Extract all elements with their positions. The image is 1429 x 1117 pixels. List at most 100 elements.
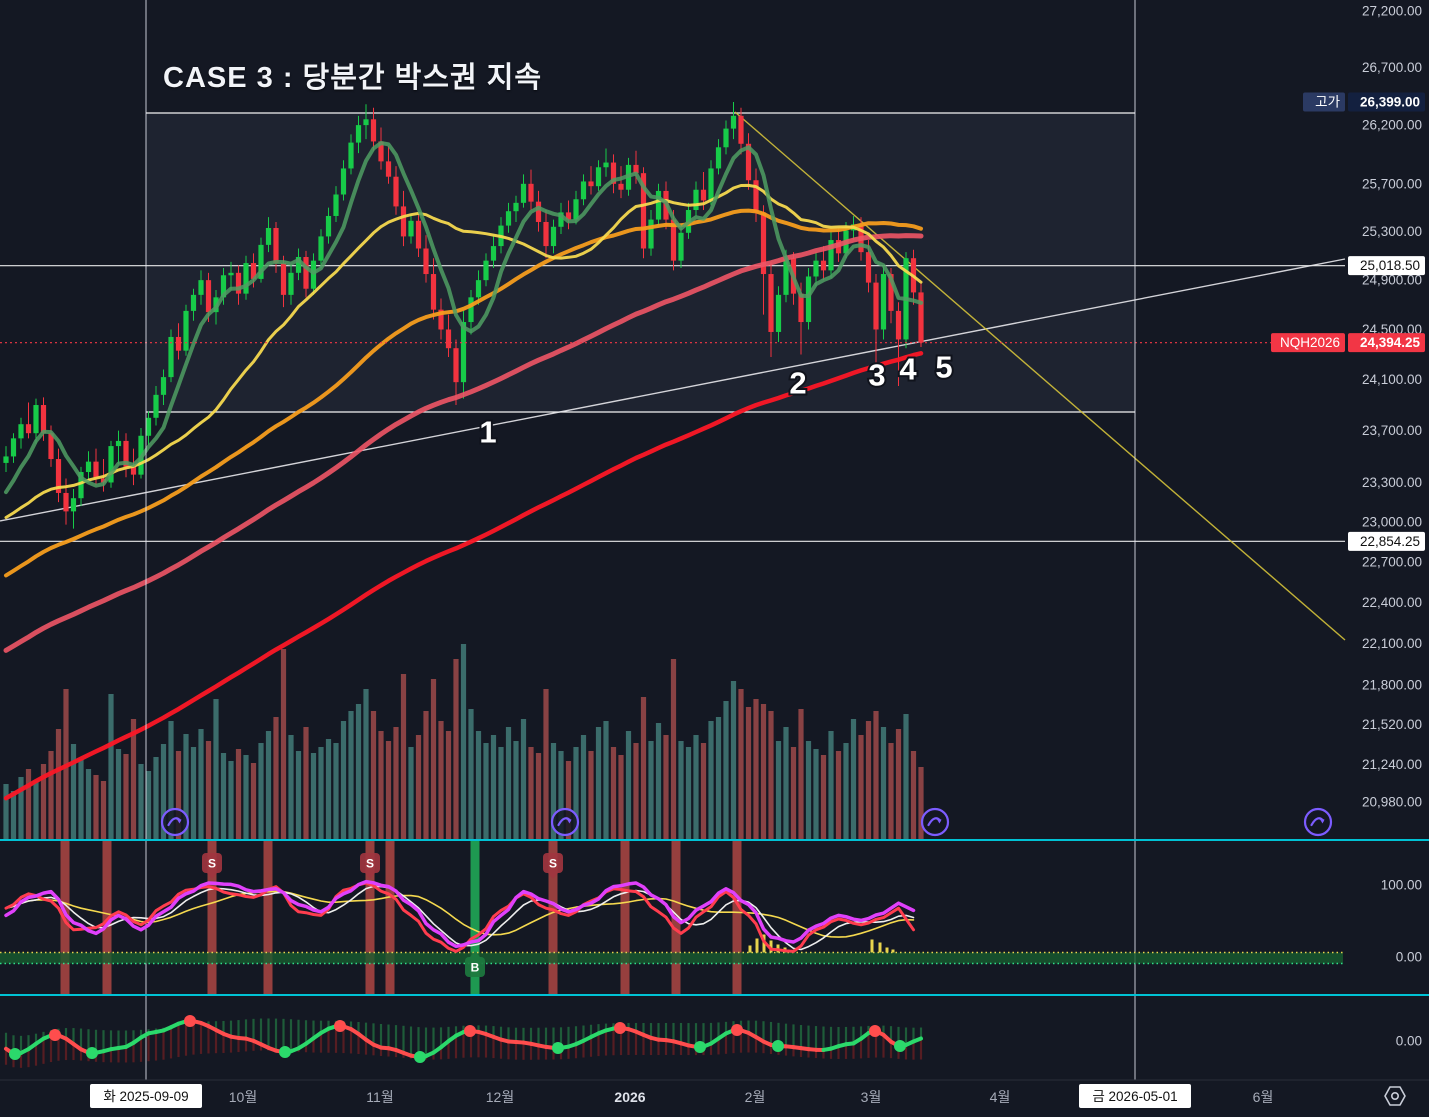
volume-bar bbox=[483, 743, 489, 839]
volume-bar bbox=[303, 727, 309, 839]
jump-to-realtime-icon[interactable] bbox=[1303, 807, 1333, 837]
zero-histogram-bar bbox=[748, 945, 752, 953]
wave-histogram-up bbox=[679, 1022, 683, 1044]
volume-bar bbox=[250, 763, 257, 839]
candle-body bbox=[873, 282, 879, 330]
wave-histogram-down bbox=[634, 1031, 638, 1055]
flag-letter: S bbox=[366, 857, 374, 871]
volume-bar bbox=[918, 767, 924, 839]
symbol-name-chip: NQH2026 bbox=[1271, 333, 1345, 353]
price-tick-label: 23,300.00 bbox=[1362, 475, 1422, 490]
wave-histogram-up bbox=[222, 1020, 225, 1034]
wave-histogram-down bbox=[462, 1032, 465, 1058]
price-tick-label: 21,800.00 bbox=[1362, 678, 1422, 693]
volume-bar bbox=[235, 749, 242, 839]
wave-histogram-down bbox=[447, 1041, 450, 1059]
volume-bar bbox=[325, 739, 332, 839]
volume-bar bbox=[423, 711, 429, 839]
wave-histogram-down bbox=[109, 1049, 113, 1063]
candle-body bbox=[738, 115, 744, 144]
wave-histogram-up bbox=[537, 1027, 540, 1046]
time-axis-label: 6월 bbox=[1253, 1089, 1274, 1105]
volume-bar bbox=[40, 764, 47, 839]
wave-histogram-down bbox=[4, 1048, 8, 1065]
volume-bar bbox=[738, 689, 744, 839]
volume-bar bbox=[168, 721, 174, 839]
wave-histogram-down bbox=[312, 1038, 315, 1053]
candle-body bbox=[205, 280, 212, 313]
date-chip-text: 금 2026-05-01 bbox=[1092, 1089, 1177, 1104]
wave-turn-dot bbox=[731, 1024, 743, 1036]
signal-bar-sell bbox=[102, 841, 112, 994]
wave-histogram-down bbox=[687, 1045, 690, 1056]
volume-bar bbox=[475, 731, 482, 839]
candle-body bbox=[303, 256, 309, 289]
wave-histogram-down bbox=[484, 1034, 488, 1058]
volume-bar bbox=[460, 644, 467, 839]
wave-histogram-down bbox=[559, 1047, 563, 1060]
wave-histogram-down bbox=[867, 1033, 870, 1058]
wave-turn-dot bbox=[464, 1025, 476, 1037]
wave-turn-dot bbox=[9, 1048, 21, 1060]
candle-body bbox=[280, 263, 287, 295]
volume-bar bbox=[93, 775, 99, 839]
volume-bar bbox=[340, 721, 347, 839]
time-axis-label: 12월 bbox=[486, 1089, 514, 1105]
candle-body bbox=[865, 252, 872, 283]
settings-icon[interactable] bbox=[1384, 1086, 1406, 1106]
wave-histogram-down bbox=[162, 1030, 165, 1060]
volume-bar bbox=[820, 755, 827, 839]
volume-bar bbox=[873, 711, 879, 839]
wave-histogram-up bbox=[387, 1024, 390, 1049]
wave-histogram-down bbox=[672, 1041, 675, 1055]
volume-bar bbox=[198, 729, 204, 839]
price-tick-label: 23,700.00 bbox=[1362, 423, 1422, 438]
ma-line-rose bbox=[3, 233, 924, 653]
wave-turn-dot bbox=[894, 1040, 906, 1052]
trendline-rising-support bbox=[0, 258, 1346, 522]
candle-body bbox=[130, 466, 137, 475]
wave-histogram-down bbox=[597, 1033, 600, 1057]
wave-histogram-down bbox=[837, 1046, 840, 1059]
volume-bar bbox=[33, 781, 39, 839]
candle-body bbox=[415, 220, 422, 249]
wave-histogram-up bbox=[784, 1023, 788, 1047]
high-price-value-chip-text: 26,399.00 bbox=[1360, 95, 1420, 110]
candle-body bbox=[670, 219, 677, 261]
candle-body bbox=[820, 260, 827, 271]
volume-bar bbox=[265, 731, 272, 839]
wave-histogram-down bbox=[454, 1035, 458, 1059]
volume-bar bbox=[850, 719, 857, 839]
candle-body bbox=[3, 456, 9, 463]
candle-body bbox=[430, 274, 437, 310]
candle-body bbox=[595, 167, 602, 187]
volume-bar bbox=[700, 743, 707, 839]
wave-turn-dot bbox=[552, 1042, 564, 1054]
candle-body bbox=[33, 405, 39, 434]
wave-histogram-down bbox=[784, 1046, 788, 1056]
volume-bar bbox=[363, 689, 369, 839]
wave-histogram-up bbox=[484, 1025, 488, 1035]
jump-to-realtime-icon[interactable] bbox=[920, 807, 950, 837]
candle-body bbox=[340, 168, 347, 195]
signal-bar-buy bbox=[470, 841, 480, 994]
volume-bar bbox=[468, 709, 474, 839]
jump-icon-circle bbox=[1303, 807, 1333, 837]
wave-histogram-down bbox=[154, 1031, 158, 1061]
volume-bar bbox=[760, 704, 767, 839]
jump-to-realtime-icon[interactable] bbox=[160, 807, 190, 837]
volume-bar bbox=[280, 649, 287, 839]
wave-turn-dot bbox=[694, 1041, 706, 1053]
time-axis-label: 11월 bbox=[366, 1089, 393, 1105]
jump-to-realtime-icon[interactable] bbox=[550, 807, 580, 837]
zero-histogram-bar bbox=[755, 938, 759, 953]
wave-histogram-up bbox=[402, 1025, 405, 1053]
wave-histogram-up bbox=[364, 1022, 368, 1040]
wave-histogram-up bbox=[664, 1022, 668, 1041]
ma-line-orange bbox=[4, 208, 923, 578]
wave-histogram-down bbox=[477, 1031, 480, 1058]
candle-body bbox=[355, 125, 362, 143]
flag-box bbox=[202, 853, 222, 873]
wave-histogram-up bbox=[837, 1026, 840, 1047]
